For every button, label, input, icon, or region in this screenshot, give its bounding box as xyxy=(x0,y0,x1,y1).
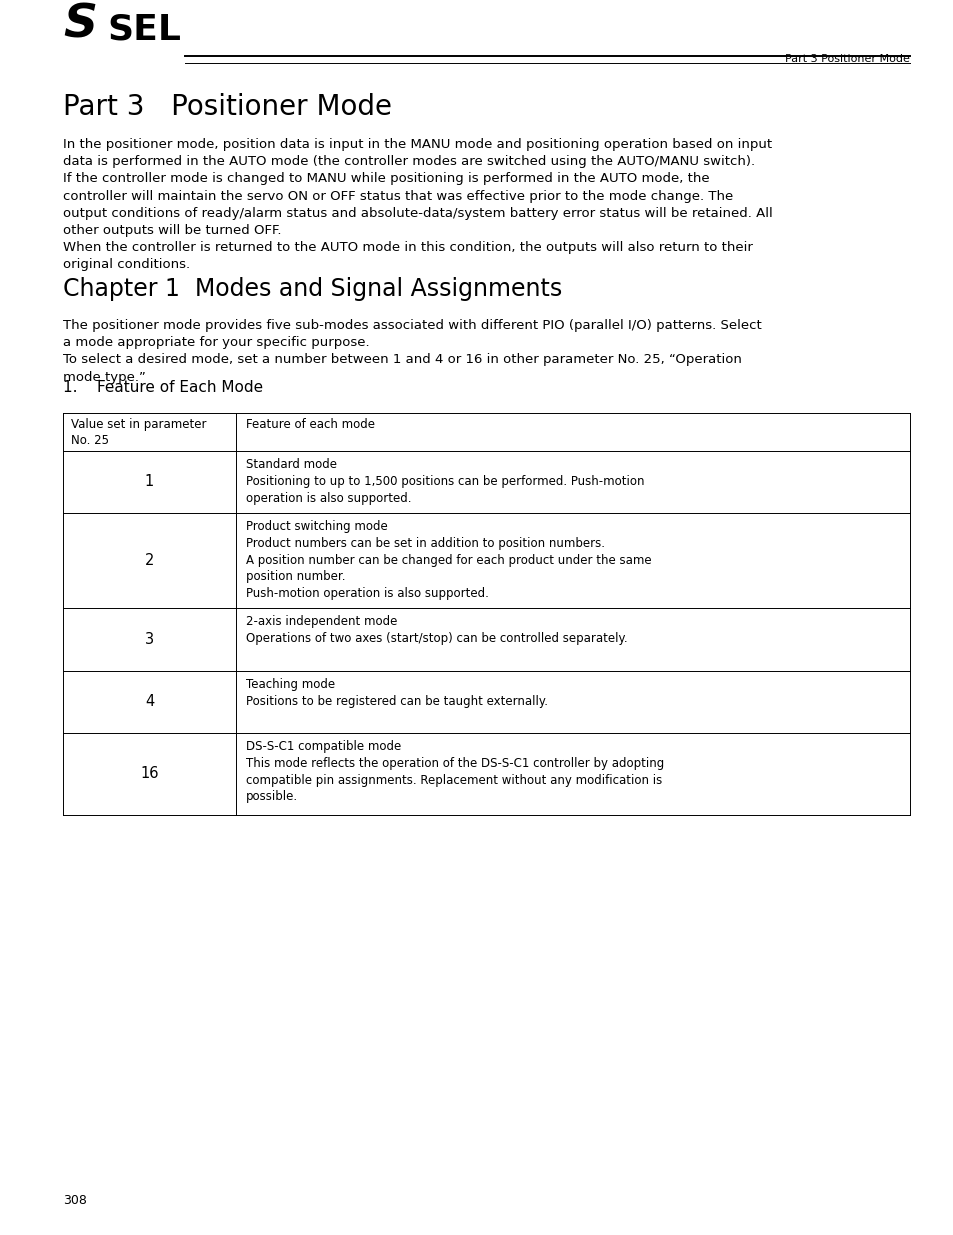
Text: In the positioner mode, position data is input in the MANU mode and positioning : In the positioner mode, position data is… xyxy=(63,138,772,272)
Text: 1: 1 xyxy=(145,474,154,489)
Text: Product switching mode
Product numbers can be set in addition to position number: Product switching mode Product numbers c… xyxy=(246,520,651,600)
Text: 4: 4 xyxy=(145,694,154,709)
Text: Feature of each mode: Feature of each mode xyxy=(246,417,375,431)
Text: 3: 3 xyxy=(145,632,153,647)
Text: 308: 308 xyxy=(63,1194,87,1207)
Text: 1.    Feature of Each Mode: 1. Feature of Each Mode xyxy=(63,380,263,395)
Text: Standard mode
Positioning to up to 1,500 positions can be performed. Push-motion: Standard mode Positioning to up to 1,500… xyxy=(246,458,644,505)
Text: DS-S-C1 compatible mode
This mode reflects the operation of the DS-S-C1 controll: DS-S-C1 compatible mode This mode reflec… xyxy=(246,740,663,804)
Text: The positioner mode provides five sub-modes associated with different PIO (paral: The positioner mode provides five sub-mo… xyxy=(63,319,760,384)
Text: 2-axis independent mode
Operations of two axes (start/stop) can be controlled se: 2-axis independent mode Operations of tw… xyxy=(246,615,627,645)
Text: S: S xyxy=(63,2,97,47)
Text: 2: 2 xyxy=(145,553,154,568)
Text: Part 3   Positioner Mode: Part 3 Positioner Mode xyxy=(63,93,392,121)
Text: Part 3 Positioner Mode: Part 3 Positioner Mode xyxy=(784,54,909,64)
Text: SEL: SEL xyxy=(107,14,181,47)
Text: Chapter 1  Modes and Signal Assignments: Chapter 1 Modes and Signal Assignments xyxy=(63,277,561,301)
Text: Teaching mode
Positions to be registered can be taught externally.: Teaching mode Positions to be registered… xyxy=(246,678,547,708)
Text: 16: 16 xyxy=(140,767,158,782)
Text: Value set in parameter
No. 25: Value set in parameter No. 25 xyxy=(71,417,206,447)
